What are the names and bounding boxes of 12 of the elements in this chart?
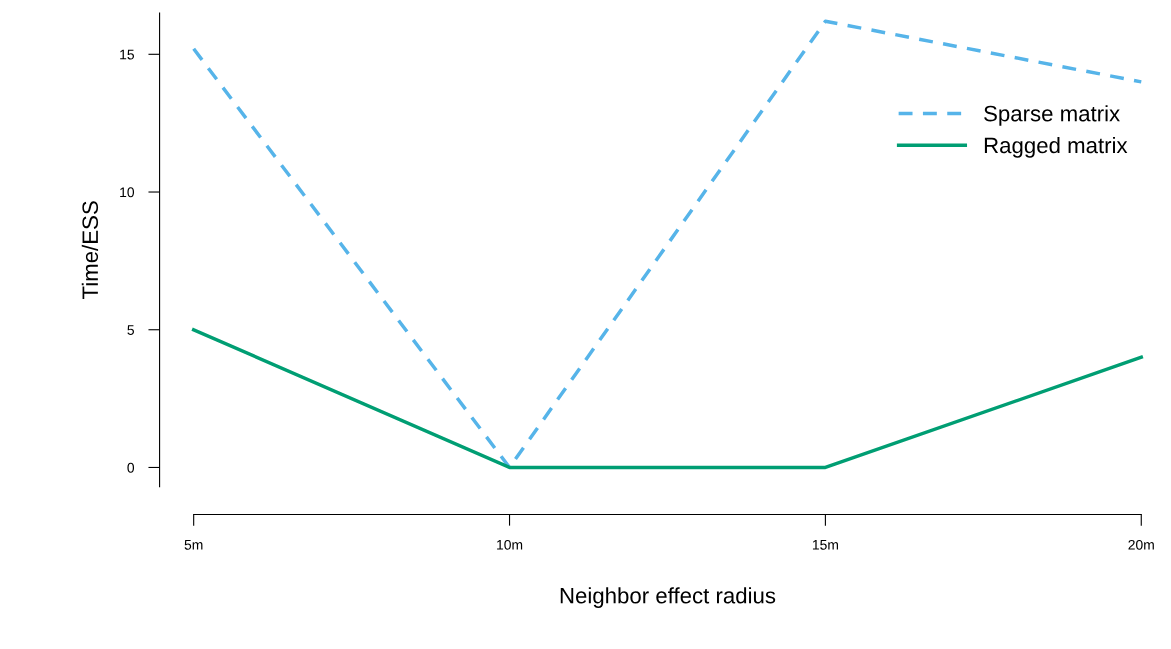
x-tick-label: 5m (184, 540, 203, 550)
y-tick-label: 0 (127, 462, 135, 473)
legend-label: Sparse matrix (984, 105, 1120, 126)
x-tick-label: 10m (497, 539, 523, 550)
y-tick-label: 10 (120, 187, 135, 198)
legend-label: Ragged matrix (984, 136, 1128, 158)
y-tick-label: 5 (127, 325, 134, 335)
x-axis-title: Neighbor effect radius (560, 587, 776, 608)
y-axis-title: Time/ESS (81, 201, 99, 299)
y-tick-label: 15 (120, 49, 134, 60)
x-tick-label: 20m (1128, 539, 1154, 550)
x-tick-label: 15m (812, 540, 838, 550)
